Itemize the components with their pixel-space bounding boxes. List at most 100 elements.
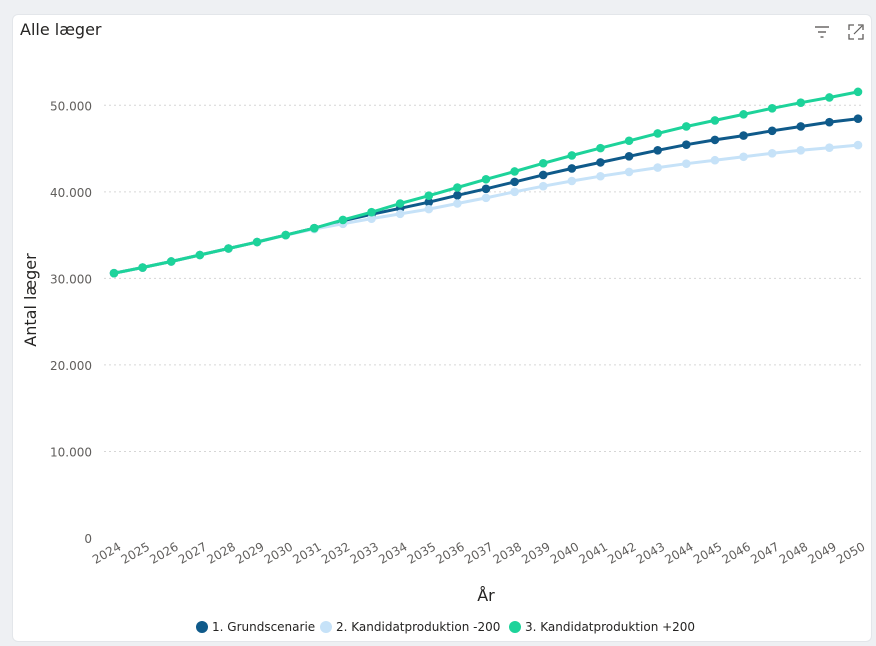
gridlines xyxy=(104,104,862,452)
data-point[interactable] xyxy=(710,116,720,125)
data-point[interactable] xyxy=(481,193,491,203)
x-axis-label: År xyxy=(477,586,495,605)
data-point[interactable] xyxy=(367,214,376,223)
data-point[interactable] xyxy=(710,135,720,145)
data-point[interactable] xyxy=(767,126,777,136)
data-point[interactable] xyxy=(653,129,662,138)
data-point[interactable] xyxy=(682,159,691,168)
data-point[interactable] xyxy=(424,204,434,214)
y-tick-label: 0 xyxy=(84,532,92,546)
data-point[interactable] xyxy=(853,140,863,150)
data-point[interactable] xyxy=(653,163,662,172)
x-tick-label: 2033 xyxy=(348,539,381,566)
x-tick-label: 2047 xyxy=(748,539,781,566)
x-tick-label: 2032 xyxy=(319,539,352,566)
filter-icon[interactable] xyxy=(812,22,832,42)
x-tick-label: 2042 xyxy=(605,539,638,566)
data-point[interactable] xyxy=(653,145,662,155)
x-tick-label: 2030 xyxy=(262,539,295,566)
data-point[interactable] xyxy=(739,131,748,140)
data-point[interactable] xyxy=(682,122,691,131)
data-point[interactable] xyxy=(310,223,319,233)
data-point[interactable] xyxy=(510,177,519,187)
data-point[interactable] xyxy=(252,237,262,247)
x-tick-label: 2039 xyxy=(519,539,552,566)
x-tick-label: 2037 xyxy=(462,539,495,566)
data-point[interactable] xyxy=(624,152,634,161)
x-axis-ticks: 2024202520262027202820292030203120322033… xyxy=(90,539,867,566)
data-point[interactable] xyxy=(395,199,405,208)
x-tick-label: 2026 xyxy=(147,539,180,566)
x-tick-label: 2029 xyxy=(233,539,266,566)
data-point[interactable] xyxy=(796,122,806,131)
focus-mode-icon[interactable] xyxy=(846,22,866,42)
data-point[interactable] xyxy=(510,167,519,176)
data-point[interactable] xyxy=(825,93,834,102)
data-point[interactable] xyxy=(453,190,462,200)
data-point[interactable] xyxy=(624,136,634,146)
series-3 xyxy=(109,87,863,278)
data-point[interactable] xyxy=(596,158,605,167)
legend-label[interactable]: 2. Kandidatproduktion -200 xyxy=(336,620,500,634)
x-tick-label: 2040 xyxy=(548,539,581,566)
data-point[interactable] xyxy=(682,140,691,149)
x-tick-label: 2049 xyxy=(805,539,838,566)
data-point[interactable] xyxy=(453,199,462,208)
x-tick-label: 2038 xyxy=(491,539,524,566)
data-point[interactable] xyxy=(424,191,434,201)
data-point[interactable] xyxy=(538,158,548,168)
data-point[interactable] xyxy=(109,268,119,278)
legend-label[interactable]: 3. Kandidatproduktion +200 xyxy=(525,620,695,634)
legend-marker xyxy=(509,621,521,633)
data-point[interactable] xyxy=(796,98,806,107)
data-point[interactable] xyxy=(338,215,348,225)
data-point[interactable] xyxy=(567,164,577,173)
legend-marker xyxy=(320,621,332,633)
series-2 xyxy=(109,140,863,278)
chart-title: Alle læger xyxy=(20,20,102,39)
data-point[interactable] xyxy=(481,184,491,194)
data-point[interactable] xyxy=(739,152,748,162)
data-point[interactable] xyxy=(853,114,863,123)
data-point[interactable] xyxy=(767,149,777,158)
data-point[interactable] xyxy=(567,151,577,160)
data-point[interactable] xyxy=(739,110,748,119)
y-tick-label: 10.000 xyxy=(50,445,92,459)
legend: 1. Grundscenarie 2. Kandidatproduktion -2… xyxy=(196,620,695,634)
data-point[interactable] xyxy=(195,250,205,260)
data-point[interactable] xyxy=(710,155,720,165)
data-point[interactable] xyxy=(166,257,176,266)
data-point[interactable] xyxy=(825,117,834,127)
series-line xyxy=(113,143,859,275)
x-tick-label: 2050 xyxy=(834,539,867,566)
x-tick-label: 2034 xyxy=(376,539,409,566)
data-point[interactable] xyxy=(767,104,777,113)
data-point[interactable] xyxy=(510,187,519,197)
data-point[interactable] xyxy=(481,174,491,184)
data-point[interactable] xyxy=(825,143,834,152)
data-point[interactable] xyxy=(367,207,376,217)
legend-label[interactable]: 1. Grundscenarie xyxy=(212,620,315,634)
data-point[interactable] xyxy=(796,145,806,155)
data-point[interactable] xyxy=(424,197,434,207)
data-point[interactable] xyxy=(567,176,577,186)
y-tick-label: 50.000 xyxy=(50,99,92,113)
x-tick-label: 2041 xyxy=(577,539,610,566)
data-point[interactable] xyxy=(538,170,548,180)
data-point[interactable] xyxy=(224,244,233,253)
x-tick-label: 2046 xyxy=(720,539,753,566)
data-point[interactable] xyxy=(538,181,548,191)
data-point[interactable] xyxy=(596,143,605,153)
data-point[interactable] xyxy=(138,263,147,272)
x-tick-label: 2043 xyxy=(634,539,667,566)
data-point[interactable] xyxy=(281,230,290,240)
y-axis-label: Antal læger xyxy=(21,253,40,347)
legend-marker xyxy=(196,621,208,633)
data-point[interactable] xyxy=(395,209,405,219)
data-point[interactable] xyxy=(853,87,863,97)
data-point[interactable] xyxy=(453,183,462,192)
data-point[interactable] xyxy=(596,171,605,181)
data-point[interactable] xyxy=(624,167,634,177)
